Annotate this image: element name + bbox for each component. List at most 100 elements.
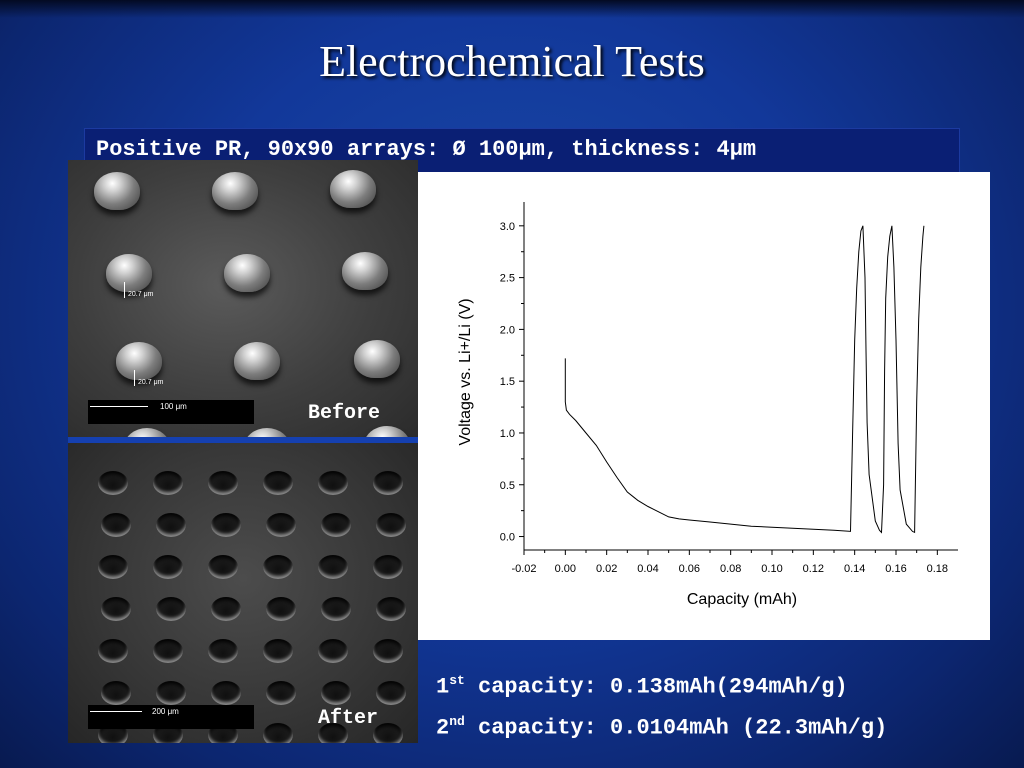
scale-bar — [88, 705, 254, 729]
micro-pillar — [212, 172, 258, 210]
etched-hole — [153, 639, 183, 663]
y-tick-label: 0.0 — [500, 532, 515, 544]
etched-hole — [373, 639, 403, 663]
capacity-results: 1st capacity: 0.138mAh(294mAh/g) 2nd cap… — [436, 663, 887, 746]
chart-axes — [523, 202, 958, 551]
chart-panel: -0.02 0.00 0.02 0.04 0.06 0.08 0.10 0.12 0.14 0.1… — [418, 172, 990, 640]
etched-hole — [263, 723, 293, 743]
scale-bar-line — [90, 406, 148, 407]
x-tick-label: 0.14 — [844, 563, 865, 575]
micro-pillar — [116, 342, 162, 380]
y-tick-label: 2.0 — [500, 324, 515, 336]
measure-label-1: 20.7 μm — [128, 291, 154, 298]
scale-bar-text: 200 μm — [152, 707, 179, 716]
etched-hole — [263, 555, 293, 579]
sem-image-after: 200 μm — [68, 443, 418, 743]
x-tick-label: 0.08 — [720, 563, 741, 575]
top-band — [0, 0, 1024, 18]
voltage-capacity-chart: -0.02 0.00 0.02 0.04 0.06 0.08 0.10 0.12 0.14 0.1… — [457, 202, 958, 608]
series-line — [564, 225, 925, 534]
micro-pillar — [124, 428, 170, 437]
y-tick-label: 1.5 — [500, 376, 515, 388]
micro-pillar — [234, 342, 280, 380]
etched-hole — [321, 681, 351, 705]
etched-hole — [98, 555, 128, 579]
etched-hole — [98, 471, 128, 495]
x-axis-label: Capacity (mAh) — [687, 591, 797, 608]
etched-hole — [211, 597, 241, 621]
etched-hole — [156, 597, 186, 621]
etched-hole — [156, 513, 186, 537]
etched-hole — [321, 513, 351, 537]
etched-hole — [153, 471, 183, 495]
etched-hole — [376, 597, 406, 621]
etched-hole — [266, 597, 296, 621]
micro-pillar — [106, 254, 152, 292]
result-text: capacity: 0.0104mAh (22.3mAh/g) — [478, 715, 888, 741]
y-tick-label: 1.0 — [500, 428, 515, 440]
micro-pillar — [342, 252, 388, 290]
y-tick-label: 0.5 — [500, 480, 515, 492]
etched-hole — [373, 723, 403, 743]
y-tick-label: 2.5 — [500, 273, 515, 285]
before-label: Before — [308, 402, 381, 425]
micro-pillar — [354, 340, 400, 378]
etched-hole — [208, 639, 238, 663]
micro-pillar — [330, 170, 376, 208]
etched-hole — [266, 513, 296, 537]
measure-label-2: 20.7 μm — [138, 379, 164, 386]
measure-line — [134, 370, 135, 386]
etched-hole — [318, 639, 348, 663]
after-label: After — [318, 707, 379, 730]
etched-hole — [318, 555, 348, 579]
etched-hole — [318, 471, 348, 495]
etched-hole — [211, 681, 241, 705]
x-tick-label: 0.12 — [803, 563, 824, 575]
etched-hole — [101, 597, 131, 621]
micro-pillar — [364, 426, 410, 437]
measure-line — [124, 282, 125, 298]
chart-ticks: -0.02 0.00 0.02 0.04 0.06 0.08 0.10 0.12 0.14 0.1… — [500, 221, 948, 575]
x-tick-label: 0.06 — [679, 563, 700, 575]
micro-pillar — [224, 254, 270, 292]
x-tick-label: 0.18 — [927, 563, 948, 575]
x-tick-label: 0.10 — [761, 563, 782, 575]
etched-hole — [376, 681, 406, 705]
etched-hole — [153, 555, 183, 579]
micro-pillar — [94, 172, 140, 210]
result-ordinal-suffix: nd — [449, 714, 465, 730]
x-tick-label: 0.16 — [885, 563, 906, 575]
etched-hole — [376, 513, 406, 537]
etched-hole — [266, 681, 296, 705]
y-tick-label: 3.0 — [500, 221, 515, 233]
result-ordinal: 2 — [436, 715, 450, 741]
etched-hole — [101, 681, 131, 705]
x-tick-label: 0.00 — [555, 563, 576, 575]
y-axis-label: Voltage vs. Li+/Li (V) — [457, 298, 474, 445]
scale-bar-line — [90, 711, 142, 712]
scale-bar — [88, 400, 254, 424]
x-tick-label: 0.04 — [637, 563, 658, 575]
etched-hole — [98, 639, 128, 663]
etched-hole — [101, 513, 131, 537]
result-ordinal: 1 — [436, 674, 450, 700]
etched-hole — [263, 639, 293, 663]
etched-hole — [373, 555, 403, 579]
scale-bar-text: 100 μm — [160, 402, 187, 411]
etched-hole — [208, 555, 238, 579]
slide-title: Electrochemical Tests — [319, 37, 705, 86]
result-line-1: 1st capacity: 0.138mAh(294mAh/g) — [436, 663, 887, 704]
result-ordinal-suffix: st — [449, 673, 465, 688]
etched-hole — [211, 513, 241, 537]
sem-image-before: 20.7 μm 20.7 μm 100 μm — [68, 160, 418, 437]
image-divider — [68, 437, 418, 443]
etched-hole — [263, 471, 293, 495]
etched-hole — [318, 723, 348, 743]
etched-hole — [373, 471, 403, 495]
x-tick-label: -0.02 — [511, 563, 536, 575]
result-text: capacity: 0.138mAh(294mAh/g) — [478, 674, 848, 700]
x-tick-label: 0.02 — [596, 563, 617, 575]
slide-subtitle: Positive PR, 90x90 arrays: Ø 100μm, thic… — [96, 137, 757, 162]
etched-hole — [156, 681, 186, 705]
result-line-2: 2nd capacity: 0.0104mAh (22.3mAh/g) — [436, 704, 887, 745]
